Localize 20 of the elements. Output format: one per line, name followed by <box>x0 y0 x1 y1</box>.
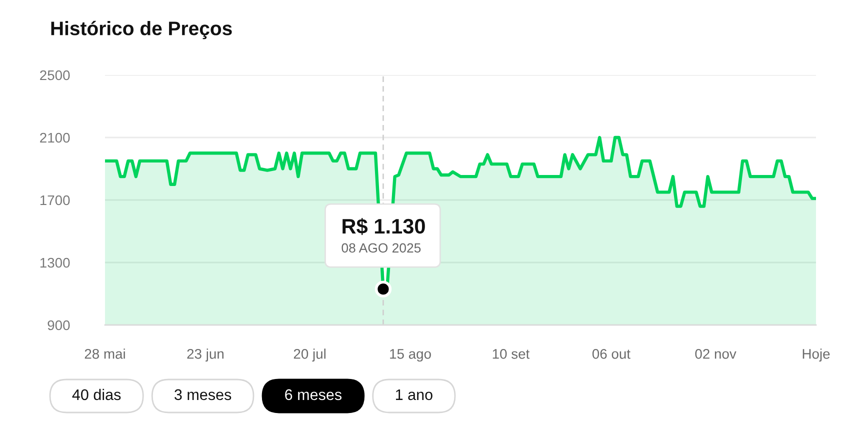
category-label: 40 dias <box>72 388 121 400</box>
x-tick-label: 06 out <box>592 348 630 359</box>
y-tick-label: 1300 <box>40 258 70 268</box>
y-tick-label: 900 <box>48 320 70 330</box>
annotation: R$ 1.130 <box>342 218 425 235</box>
y-tick-label: 2100 <box>40 132 70 143</box>
y-tick-label: 2500 <box>40 70 70 80</box>
x-tick-label: 20 jul <box>294 348 326 362</box>
chart-title: Histórico de Preços <box>51 20 232 40</box>
x-tick-label: 15 ago <box>390 349 431 362</box>
category-label: 6 meses <box>285 389 342 400</box>
x-tick-label: 02 nov <box>695 348 736 359</box>
x-tick-label: 28 mai <box>84 348 125 359</box>
x-tick-label: 10 set <box>492 348 530 359</box>
x-tick-label: 23 jun <box>187 348 224 362</box>
category-label: 1 ano <box>396 389 432 400</box>
y-tick-label: 1700 <box>40 195 70 206</box>
annotation: 08 AGO 2025 <box>342 243 421 253</box>
category-label: 3 meses <box>174 389 232 400</box>
x-tick-label: Hoje <box>802 348 830 362</box>
